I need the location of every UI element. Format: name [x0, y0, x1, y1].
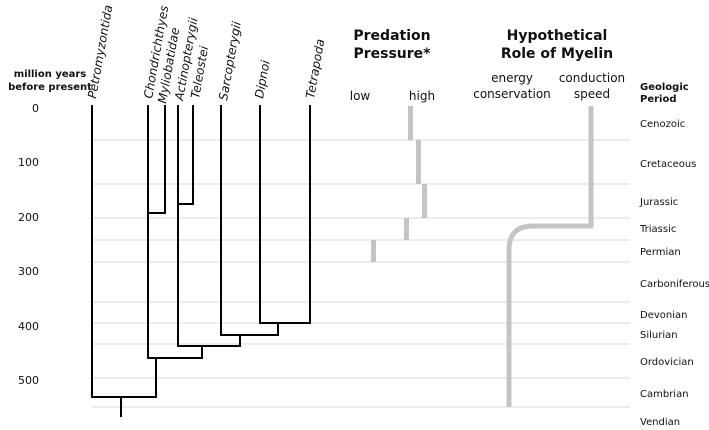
taxon-label-petromyzontida: Petromyzontida — [85, 4, 115, 100]
tick-100: 100 — [18, 156, 39, 169]
myelin-right-label-line1: conduction — [559, 71, 625, 85]
phylogenetic-tree — [91, 105, 311, 417]
tick-0: 0 — [32, 102, 39, 115]
predation-title-line2: Pressure* — [353, 46, 431, 62]
axis-ticks: 0 100 200 300 400 500 — [18, 102, 39, 387]
axis-label-line1: million years — [14, 69, 87, 80]
predation-title-line1: Predation — [353, 28, 430, 44]
myelin-right-label-line2: speed — [574, 87, 610, 101]
predation-low-label: low — [350, 89, 371, 103]
period-cambrian: Cambrian — [640, 389, 689, 400]
predation-bar-triassic — [404, 218, 409, 240]
axis-label-line2: before present — [8, 82, 92, 93]
predation-bar-permian — [371, 240, 376, 262]
myelin-title-line1: Hypothetical — [507, 28, 608, 44]
tick-300: 300 — [18, 265, 39, 278]
myelin-title-line2: Role of Myelin — [501, 46, 613, 62]
tick-200: 200 — [18, 211, 39, 224]
period-triassic: Triassic — [639, 224, 676, 235]
geologic-header-line1: Geologic — [640, 82, 689, 93]
period-jurassic: Jurassic — [639, 197, 678, 208]
tick-500: 500 — [18, 374, 39, 387]
tick-400: 400 — [18, 320, 39, 333]
taxon-label-tetrapoda: Tetrapoda — [303, 38, 327, 100]
period-ordovician: Ordovician — [640, 357, 694, 368]
myelin-left-label-line1: energy — [491, 71, 533, 85]
myelin-trajectory-curve — [506, 106, 594, 407]
predation-bar-jurassic — [422, 184, 427, 218]
myelin-left-label-line2: conservation — [473, 87, 551, 101]
predation-bar-cenozoic — [408, 106, 413, 140]
geologic-periods: Cenozoic Cretaceous Jurassic Triassic Pe… — [639, 119, 709, 428]
predation-bar-cretaceous — [416, 140, 421, 184]
taxon-label-sarcopterygii: Sarcopterygii — [216, 20, 244, 102]
period-silurian: Silurian — [640, 330, 678, 341]
period-boundaries — [92, 139, 630, 408]
period-carboniferous: Carboniferous — [640, 279, 709, 290]
period-cenozoic: Cenozoic — [640, 119, 685, 130]
taxon-labels: Petromyzontida Chondrichthyes Myliobatid… — [85, 4, 327, 105]
period-devonian: Devonian — [640, 310, 687, 321]
period-cretaceous: Cretaceous — [640, 159, 696, 170]
period-permian: Permian — [640, 247, 681, 258]
period-vendian: Vendian — [640, 417, 680, 428]
taxon-label-dipnoi: Dipnoi — [252, 59, 273, 100]
predation-high-label: high — [409, 89, 435, 103]
geologic-header-line2: Period — [640, 94, 677, 105]
predation-bars — [371, 106, 427, 262]
